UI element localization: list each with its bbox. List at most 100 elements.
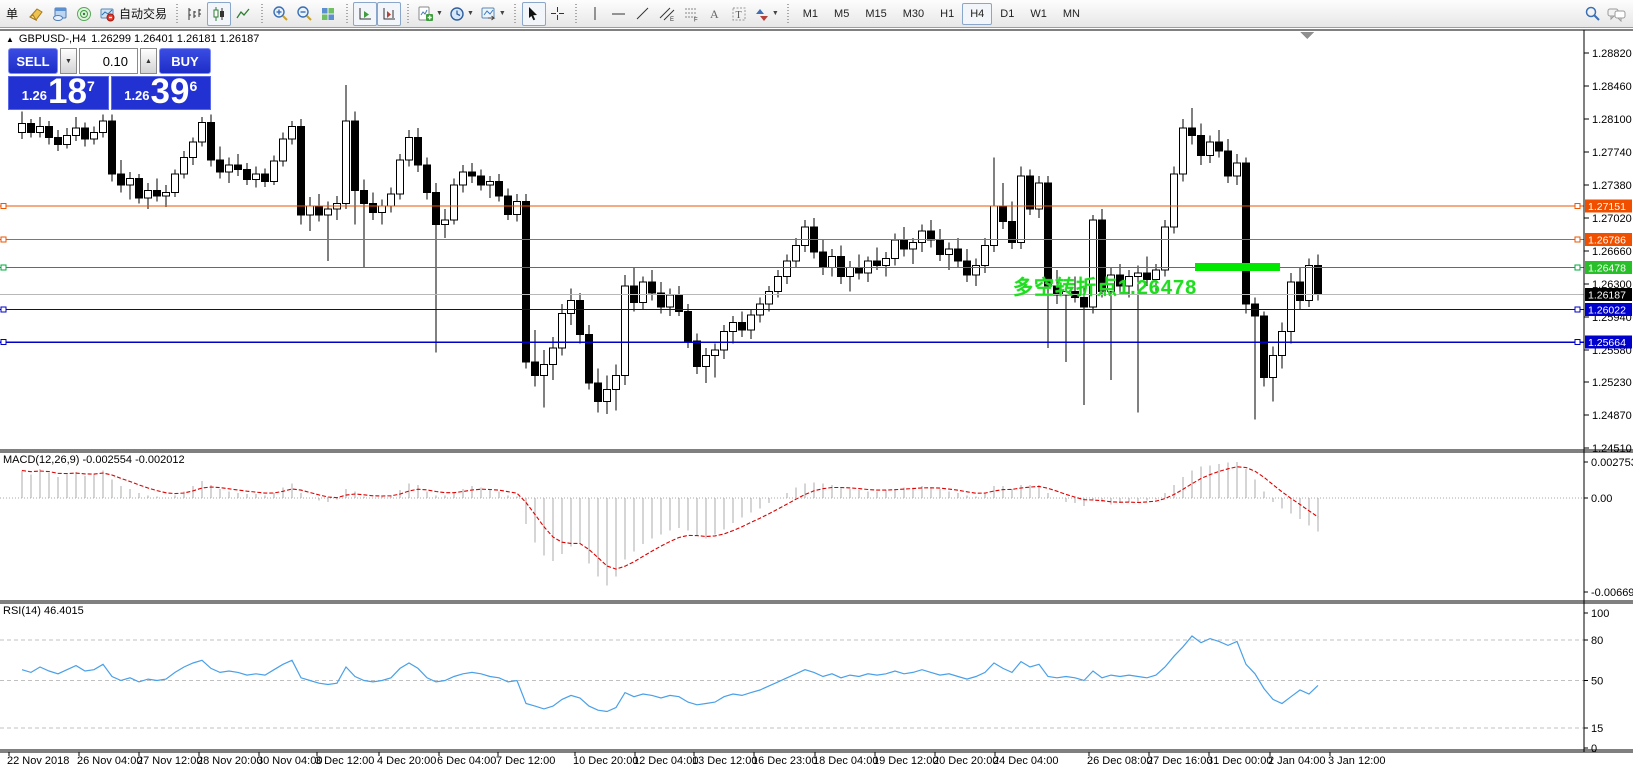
svg-text:1.27740: 1.27740 <box>1592 147 1632 159</box>
svg-text:15: 15 <box>1591 723 1603 735</box>
svg-text:30 Nov 04:00: 30 Nov 04:00 <box>257 755 322 767</box>
svg-text:26 Dec 08:00: 26 Dec 08:00 <box>1087 755 1152 767</box>
price-scale: 1.28820 1.28460 1.28100 1.27740 1.27380 1.270… <box>1584 48 1632 455</box>
ohlc-values: 1.26299 1.26401 1.26181 1.26187 <box>91 33 260 45</box>
signals-icon[interactable] <box>72 2 96 26</box>
sell-price-box[interactable]: 1.26 18 7 <box>8 72 109 112</box>
timeframe-mn[interactable]: MN <box>1062 7 1080 20</box>
timeframe-w1[interactable]: W1 <box>1030 7 1047 20</box>
fibonacci-icon[interactable]: F <box>679 2 703 26</box>
text-label-icon[interactable]: T <box>727 2 751 26</box>
svg-text:4 Dec 20:00: 4 Dec 20:00 <box>377 755 436 767</box>
svg-text:F: F <box>694 17 698 22</box>
svg-text:1.25230: 1.25230 <box>1592 377 1632 389</box>
sell-price-prefix: 1.26 <box>21 88 48 103</box>
timeframe-m5[interactable]: M5 <box>834 7 850 20</box>
search-icon[interactable] <box>1580 2 1604 26</box>
indicators-icon[interactable]: ▼ <box>414 2 446 26</box>
svg-text:-0.006699: -0.006699 <box>1591 587 1633 599</box>
sell-price-pip: 7 <box>86 78 95 94</box>
rsi-value: 46.4015 <box>43 605 84 617</box>
toolbar-grip <box>259 3 265 24</box>
volume-increase-button[interactable]: ▲ <box>140 48 157 74</box>
profile-icon[interactable] <box>24 2 48 26</box>
svg-text:1.28820: 1.28820 <box>1592 48 1632 60</box>
candles-layer <box>18 85 1322 420</box>
svg-text:24 Dec 04:00: 24 Dec 04:00 <box>993 755 1058 767</box>
dropdown-caret: ▼ <box>498 10 506 17</box>
svg-text:10 Dec 20:00: 10 Dec 20:00 <box>573 755 638 767</box>
buy-button[interactable]: BUY <box>159 48 211 74</box>
text-icon[interactable]: A <box>703 2 727 26</box>
timeframe-m15[interactable]: M15 <box>865 7 887 20</box>
svg-text:27 Nov 12:00: 27 Nov 12:00 <box>137 755 202 767</box>
svg-text:A: A <box>710 7 719 21</box>
svg-text:3 Dec 12:00: 3 Dec 12:00 <box>315 755 374 767</box>
community-chat-icon[interactable] <box>1604 2 1629 26</box>
svg-text:7 Dec 12:00: 7 Dec 12:00 <box>496 755 555 767</box>
svg-text:1.28100: 1.28100 <box>1592 114 1632 126</box>
timeframe-m30[interactable]: M30 <box>902 7 925 20</box>
templates-icon[interactable]: ▼ <box>477 2 509 26</box>
timeframe-h4[interactable]: H4 <box>962 2 993 25</box>
arrows-icon[interactable]: ▼ <box>751 2 782 26</box>
chart-canvas[interactable]: 1.28820 1.28460 1.28100 1.27740 1.27380 1.270… <box>0 28 1633 775</box>
sell-price-big: 18 <box>48 72 87 112</box>
bar-chart-icon[interactable] <box>183 2 207 26</box>
autotrading-button[interactable]: 自动交易 <box>96 2 170 26</box>
sell-button[interactable]: SELL <box>8 48 58 74</box>
svg-text:18 Dec 04:00: 18 Dec 04:00 <box>813 755 878 767</box>
svg-text:1.24870: 1.24870 <box>1592 410 1632 422</box>
equidistant-channel-icon[interactable]: E <box>655 2 679 26</box>
svg-text:T: T <box>735 10 741 21</box>
market-watch-icon[interactable] <box>48 2 72 26</box>
chart-shift-icon[interactable] <box>377 1 402 26</box>
buy-price-box[interactable]: 1.26 39 6 <box>110 75 211 110</box>
volume-decrease-button[interactable]: ▼ <box>60 48 77 74</box>
crosshair-icon[interactable] <box>546 2 570 26</box>
cursor-icon[interactable] <box>521 1 546 26</box>
auto-scroll-icon[interactable] <box>353 1 378 26</box>
zoom-in-icon[interactable] <box>268 2 292 26</box>
pivot-annotation-text[interactable]: 多空转折点1.26478 <box>1013 277 1198 299</box>
timeframe-d1[interactable]: D1 <box>1000 7 1015 20</box>
horizontal-line-icon[interactable] <box>607 2 631 26</box>
line-chart-icon[interactable] <box>231 2 255 26</box>
rsi-line <box>21 635 1319 713</box>
svg-text:26 Nov 04:00: 26 Nov 04:00 <box>77 755 142 767</box>
toolbar-grip <box>344 3 350 24</box>
timeframe-h1[interactable]: H1 <box>940 7 955 20</box>
volume-input[interactable]: 0.10 <box>79 48 138 74</box>
svg-text:1.26478: 1.26478 <box>1588 263 1626 275</box>
zoom-out-icon[interactable] <box>292 2 316 26</box>
svg-text:28 Nov 20:00: 28 Nov 20:00 <box>197 755 262 767</box>
svg-text:6 Dec 04:00: 6 Dec 04:00 <box>437 755 496 767</box>
dropdown-caret: ▼ <box>771 10 779 17</box>
symbol-period: GBPUSD-,H4 <box>18 33 87 45</box>
periods-icon[interactable]: ▼ <box>446 2 477 26</box>
candlestick-chart-icon[interactable] <box>207 1 232 26</box>
trendline-icon[interactable] <box>631 2 655 26</box>
timeframe-m1[interactable]: M1 <box>802 7 819 20</box>
collapse-triangle-icon[interactable]: ▲ <box>6 34 14 44</box>
svg-text:1.27151: 1.27151 <box>1588 201 1626 213</box>
macd-signal-value: -0.002012 <box>135 454 185 466</box>
macd-histogram <box>0 462 1584 586</box>
new-order-button[interactable]: 单 <box>5 7 18 21</box>
svg-text:1.26786: 1.26786 <box>1588 234 1626 246</box>
chart-shift-marker[interactable] <box>1300 32 1314 39</box>
svg-text:3 Jan 12:00: 3 Jan 12:00 <box>1328 755 1386 767</box>
autotrading-label: 自动交易 <box>119 7 168 21</box>
svg-text:0.002753: 0.002753 <box>1591 457 1633 469</box>
one-click-trading-panel: SELL ▼ 0.10 ▲ BUY 1.26 18 7 1.26 39 6 <box>8 48 211 110</box>
svg-text:19 Dec 12:00: 19 Dec 12:00 <box>873 755 938 767</box>
panel-borders <box>0 29 1633 753</box>
rsi-gridlines <box>0 639 1584 729</box>
svg-text:1.26022: 1.26022 <box>1588 304 1626 316</box>
vertical-line-icon[interactable] <box>583 2 607 26</box>
svg-text:1.28460: 1.28460 <box>1592 81 1632 93</box>
tile-windows-icon[interactable] <box>316 2 340 26</box>
toolbar-grip <box>573 3 579 24</box>
toolbar-grip <box>785 3 791 24</box>
